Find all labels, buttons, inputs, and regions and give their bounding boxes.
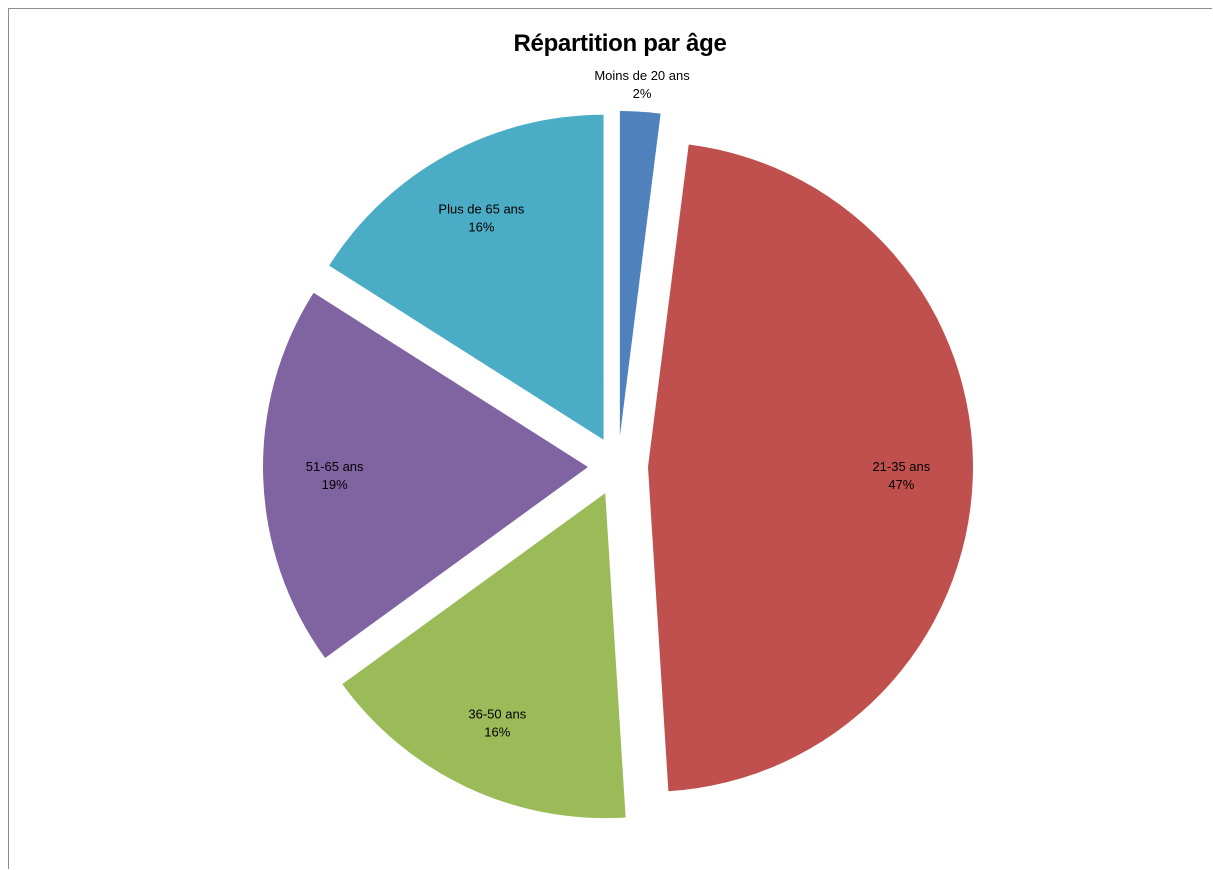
pie-slices xyxy=(263,111,973,819)
slice-label-3: 36-50 ans xyxy=(468,707,526,722)
pie-slice-2 xyxy=(647,144,973,792)
slice-value-5: 16% xyxy=(468,220,494,235)
slice-value-3: 16% xyxy=(484,725,510,740)
slice-label-5: Plus de 65 ans xyxy=(438,202,525,217)
pie-labels: Moins de 20 ans 2% 21-35 ans 47% 36-50 ans 16… xyxy=(306,68,931,740)
pie-slice-4 xyxy=(263,292,589,658)
pie-slice-1 xyxy=(619,111,661,437)
pie-slice-5 xyxy=(329,114,604,440)
slice-label-1: Moins de 20 ans xyxy=(594,68,690,83)
slice-label-2: 21-35 ans xyxy=(872,459,930,474)
slice-label-4: 51-65 ans xyxy=(306,459,364,474)
slice-value-1: 2% xyxy=(633,86,652,101)
pie-slice-3 xyxy=(342,493,626,819)
slice-value-4: 19% xyxy=(322,477,348,492)
chart-title: Répartition par âge xyxy=(513,30,727,57)
slice-value-2: 47% xyxy=(888,477,914,492)
